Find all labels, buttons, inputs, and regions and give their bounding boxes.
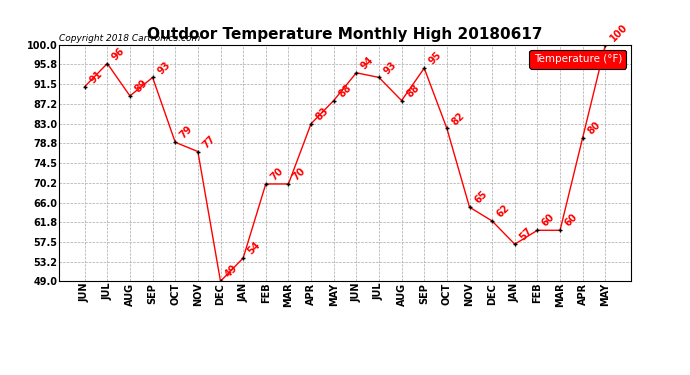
Point — [577, 135, 588, 141]
Point — [328, 98, 339, 104]
Point — [373, 74, 384, 80]
Text: 70: 70 — [291, 166, 308, 183]
Text: 79: 79 — [178, 124, 195, 141]
Point — [351, 70, 362, 76]
Point — [237, 255, 248, 261]
Text: 82: 82 — [450, 110, 466, 127]
Text: 77: 77 — [201, 134, 217, 150]
Point — [464, 204, 475, 210]
Text: 95: 95 — [427, 50, 444, 67]
Point — [79, 84, 90, 90]
Text: 57: 57 — [518, 226, 534, 243]
Legend: Temperature (°F): Temperature (°F) — [529, 50, 626, 69]
Text: 94: 94 — [359, 55, 376, 71]
Text: 54: 54 — [246, 240, 262, 257]
Point — [419, 65, 430, 71]
Point — [509, 241, 520, 247]
Text: 60: 60 — [540, 212, 557, 229]
Text: 49: 49 — [224, 263, 240, 280]
Text: 83: 83 — [314, 106, 331, 122]
Point — [260, 181, 271, 187]
Text: 80: 80 — [585, 120, 602, 136]
Point — [600, 42, 611, 48]
Text: 60: 60 — [563, 212, 580, 229]
Point — [215, 278, 226, 284]
Text: 70: 70 — [268, 166, 285, 183]
Text: 88: 88 — [404, 82, 421, 99]
Text: 96: 96 — [110, 45, 127, 62]
Title: Outdoor Temperature Monthly High 20180617: Outdoor Temperature Monthly High 2018061… — [147, 27, 543, 42]
Point — [283, 181, 294, 187]
Point — [147, 74, 158, 80]
Point — [170, 139, 181, 145]
Point — [442, 125, 453, 131]
Text: Copyright 2018 Cartronics.com: Copyright 2018 Cartronics.com — [59, 34, 200, 43]
Point — [306, 121, 317, 127]
Point — [532, 227, 543, 233]
Text: 65: 65 — [472, 189, 489, 206]
Point — [193, 148, 204, 154]
Point — [124, 93, 135, 99]
Point — [486, 218, 497, 224]
Text: 89: 89 — [132, 78, 150, 94]
Point — [396, 98, 407, 104]
Text: 100: 100 — [608, 22, 629, 44]
Text: 62: 62 — [495, 203, 511, 220]
Point — [555, 227, 566, 233]
Text: 93: 93 — [382, 59, 398, 76]
Text: 88: 88 — [337, 82, 353, 99]
Text: 91: 91 — [88, 69, 104, 85]
Point — [102, 60, 113, 66]
Text: 93: 93 — [155, 59, 172, 76]
